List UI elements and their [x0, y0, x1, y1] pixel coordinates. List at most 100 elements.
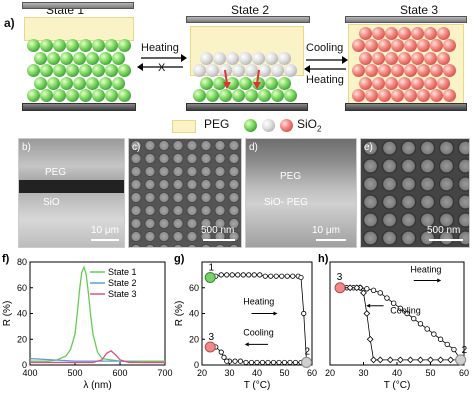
- sem-image-e: e) 500 nm: [360, 138, 470, 248]
- sphere: [352, 64, 365, 77]
- data-point: [417, 321, 424, 327]
- sem-label-e: e): [364, 142, 373, 153]
- state-3-marker: [204, 341, 216, 353]
- x-tick-label: 40: [392, 368, 402, 378]
- sphere: [232, 64, 245, 77]
- heating-label-2: Heating: [306, 74, 344, 86]
- sphere: [66, 39, 79, 52]
- data-point: [218, 272, 224, 278]
- sphere: [238, 51, 252, 65]
- y-tick-label: 40: [17, 309, 27, 319]
- data-point: [237, 358, 244, 364]
- sphere: [365, 89, 378, 102]
- y-tick-label: 20: [189, 334, 199, 344]
- state-3-label: 3: [337, 272, 343, 283]
- sphere: [410, 26, 424, 40]
- data-point: [248, 359, 255, 366]
- data-point: [224, 272, 230, 278]
- sphere: [118, 64, 131, 77]
- x-tick-label: 400: [22, 368, 37, 378]
- sphere: [53, 89, 66, 102]
- sphere: [199, 51, 213, 65]
- data-point: [364, 286, 370, 292]
- data-point: [396, 356, 404, 364]
- sem-image-b: b) PEG SiO 10 μm: [18, 138, 125, 248]
- sphere: [193, 89, 206, 102]
- sphere: [284, 64, 297, 77]
- y-tick-label: 20: [17, 334, 27, 344]
- sphere: [404, 39, 417, 52]
- sphere: [378, 64, 391, 77]
- state-3-title: State 3: [399, 3, 439, 17]
- sphere: [358, 26, 372, 40]
- sem-e-scalebar: [429, 239, 463, 241]
- sphere: [391, 89, 404, 102]
- sphere: [384, 26, 398, 40]
- sphere: [277, 51, 291, 65]
- sphere: [40, 39, 53, 52]
- sem-b-peg-text: PEG: [45, 167, 67, 178]
- data-point: [292, 359, 299, 366]
- sphere: [111, 76, 125, 90]
- data-point: [370, 287, 377, 294]
- sphere: [225, 51, 239, 65]
- heating-arrowhead: [437, 278, 442, 283]
- sphere: [430, 64, 443, 77]
- data-point: [281, 359, 288, 366]
- heating-label: Heating: [410, 264, 441, 274]
- data-point: [290, 273, 296, 279]
- sphere: [436, 76, 450, 90]
- sphere: [378, 39, 391, 52]
- x-tick-label: 60: [459, 368, 469, 378]
- sphere: [98, 76, 112, 90]
- cooling-arrowhead: [244, 342, 249, 347]
- sphere: [79, 64, 92, 77]
- legend-sio2-label: SiO2: [297, 117, 322, 134]
- state-2-marker: [455, 354, 467, 366]
- data-point: [254, 359, 260, 366]
- y-axis-label: R (%): [174, 301, 185, 327]
- data-point: [270, 359, 277, 366]
- x-tick-label: 60: [307, 368, 317, 378]
- data-point: [346, 284, 354, 292]
- top-plate-3: [345, 16, 467, 23]
- legend-grey-sphere-icon: [262, 119, 275, 132]
- top-plate-2: [186, 16, 310, 23]
- sphere: [206, 64, 219, 77]
- sphere: [271, 89, 284, 102]
- series-line-3: [30, 350, 165, 364]
- sphere: [232, 89, 245, 102]
- sphere: [384, 51, 398, 65]
- sphere: [358, 76, 372, 90]
- data-point: [397, 305, 404, 312]
- sphere: [271, 64, 284, 77]
- sphere: [391, 64, 404, 77]
- state-1-label: 1: [209, 262, 215, 273]
- sphere: [258, 89, 271, 102]
- data-point: [451, 346, 457, 353]
- panel-label: g): [174, 253, 185, 265]
- x-tick-label: 50: [425, 368, 435, 378]
- data-point: [224, 358, 230, 364]
- sphere: [397, 51, 411, 65]
- data-point: [353, 284, 361, 292]
- data-point: [229, 272, 235, 278]
- data-point: [370, 356, 377, 364]
- data-point: [276, 359, 282, 366]
- x-tick-label: 500: [67, 368, 82, 378]
- chart-f-reflectance-spectra: 400 500 600 700 0 20 40 60 80 λ (nm) R (%) f) State …: [2, 253, 173, 391]
- sphere: [410, 51, 424, 65]
- x-tick-label: 20: [325, 368, 335, 378]
- sem-b-sio2-text: SiO: [43, 197, 60, 208]
- x-tick-label: 700: [157, 368, 172, 378]
- y-tick-label: 0: [22, 360, 27, 370]
- data-point: [431, 331, 437, 337]
- cooling-label: Cooling: [390, 306, 421, 316]
- y-tick-label: 60: [17, 283, 27, 293]
- series-line-heating: [340, 287, 461, 361]
- y-tick-label: 0: [194, 360, 199, 370]
- data-point: [363, 310, 371, 317]
- y-tick-label: 60: [189, 283, 199, 293]
- sphere: [225, 76, 239, 90]
